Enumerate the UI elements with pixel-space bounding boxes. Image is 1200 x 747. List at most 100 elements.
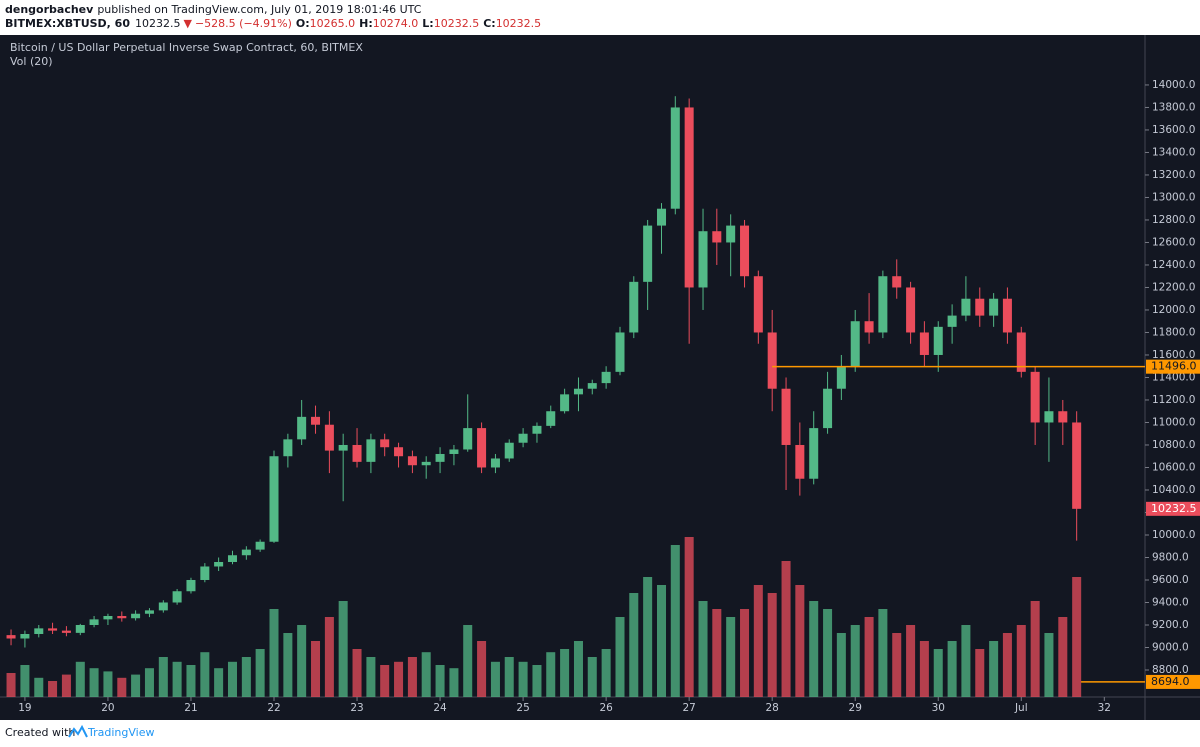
candle-body	[975, 298, 985, 316]
candle-body	[906, 287, 916, 333]
y-tick-label: 12600.0	[1152, 236, 1195, 248]
volume-bar	[158, 657, 168, 697]
candle-body	[324, 424, 334, 451]
footer-logo	[68, 724, 88, 738]
ohlc-value: 10274.0	[373, 17, 419, 30]
y-tick-label: 10400.0	[1152, 484, 1195, 496]
volume-layer	[6, 537, 1082, 697]
candle-body	[712, 231, 722, 243]
x-tick-label: 30	[932, 702, 945, 714]
volume-bar	[34, 677, 44, 697]
candle-body	[753, 276, 763, 333]
volume-bar	[989, 641, 999, 697]
volume-bar	[878, 609, 888, 697]
y-tick-label: 13200.0	[1152, 169, 1195, 181]
ohlc-label: O:	[296, 17, 310, 30]
volume-bar	[366, 657, 376, 697]
volume-bar	[823, 609, 833, 697]
candle-body	[103, 615, 113, 620]
y-tick-label: 9800.0	[1152, 551, 1189, 563]
candle-body	[532, 425, 542, 434]
volume-bar	[324, 617, 334, 697]
volume-bar	[684, 537, 694, 697]
y-tick-label: 12000.0	[1152, 304, 1195, 316]
candle-body	[172, 591, 182, 603]
candle-body	[241, 549, 251, 556]
candle-body	[864, 321, 874, 333]
volume-bar	[573, 641, 583, 697]
x-tick-label: 27	[682, 702, 695, 714]
volume-bar	[1002, 633, 1012, 697]
candle-body	[407, 456, 417, 466]
volume-bar	[532, 665, 542, 697]
level-label: 8694.0	[1151, 675, 1190, 688]
level-label: 11496.0	[1151, 360, 1197, 373]
candle-body	[297, 416, 307, 440]
candle-body	[698, 231, 708, 288]
candle-body	[601, 371, 611, 384]
symbol: BITMEX:XBTUSD, 60	[5, 17, 130, 30]
candle-body	[989, 298, 999, 316]
candle-body	[131, 613, 141, 619]
volume-bar	[61, 674, 71, 697]
candle-body	[850, 321, 860, 367]
volume-bar	[726, 617, 736, 697]
footer-brand: TradingView	[87, 726, 154, 739]
candle-layer	[6, 96, 1082, 648]
ohlc-label: L:	[422, 17, 433, 30]
last-price-label: 10232.5	[1151, 502, 1197, 515]
candle-body	[463, 428, 473, 450]
volume-bar	[560, 649, 570, 697]
author: dengorbachev	[5, 3, 94, 16]
candle-body	[823, 388, 833, 429]
volume-bar	[463, 625, 473, 697]
x-tick-label: 25	[516, 702, 529, 714]
level-label-box	[1146, 359, 1200, 374]
x-tick-label: 28	[766, 702, 779, 714]
volume-bar	[172, 661, 182, 697]
volume-bar	[643, 577, 653, 697]
candle-body	[214, 561, 224, 567]
y-tick-label: 10600.0	[1152, 461, 1195, 473]
candle-body	[380, 439, 390, 448]
candle-body	[117, 615, 127, 619]
volume-bar	[947, 641, 957, 697]
y-tick-label: 14000.0	[1152, 79, 1195, 91]
x-tick-label: 29	[849, 702, 862, 714]
candle-body	[48, 628, 58, 631]
volume-bar	[48, 681, 58, 697]
candle-body	[75, 624, 85, 633]
published: published on TradingView.com, July 01, 2…	[97, 3, 421, 16]
candle-body	[200, 566, 210, 580]
candle-body	[394, 447, 404, 457]
volume-bar	[1044, 633, 1054, 697]
candle-body	[1002, 298, 1012, 333]
candle-body	[740, 225, 750, 277]
candle-body	[283, 439, 293, 457]
volume-title: Vol (20)	[10, 55, 53, 68]
volume-bar	[753, 585, 763, 697]
volume-bar	[6, 673, 16, 697]
footer-text: Created with	[5, 726, 75, 739]
candle-body	[892, 276, 902, 288]
candle-body	[767, 332, 777, 389]
chart-title: Bitcoin / US Dollar Perpetual Inverse Sw…	[10, 41, 363, 54]
volume-bar	[269, 609, 279, 697]
volume-bar	[117, 677, 127, 697]
volume-bar	[601, 649, 611, 697]
candle-body	[227, 555, 237, 562]
volume-bar	[103, 671, 113, 697]
y-tick-label: 10800.0	[1152, 439, 1195, 451]
candle-body	[1030, 371, 1040, 423]
volume-bar	[615, 617, 625, 697]
volume-bar	[1058, 617, 1068, 697]
volume-bar	[670, 545, 680, 697]
volume-bar	[449, 668, 459, 697]
volume-bar	[504, 657, 514, 697]
y-tick-label: 12400.0	[1152, 259, 1195, 271]
candle-body	[144, 610, 154, 614]
volume-bar	[657, 585, 667, 697]
volume-bar	[933, 649, 943, 697]
candle-body	[61, 630, 71, 633]
volume-bar	[1072, 577, 1082, 697]
